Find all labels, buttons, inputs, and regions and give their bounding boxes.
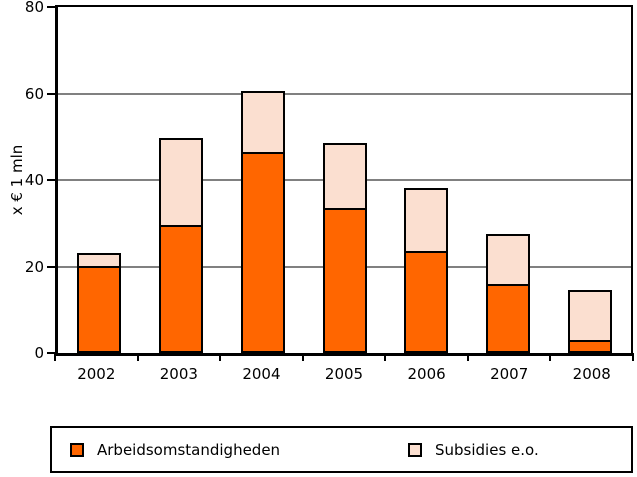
bar-segment-arbeidsomstandigheden-2007	[486, 284, 531, 353]
bar-segment-arbeidsomstandigheden-2003	[158, 225, 203, 353]
y-axis-tick-20	[47, 265, 55, 268]
x-tick-label-2008: 2008	[572, 365, 611, 383]
x-axis-tick-2	[219, 353, 221, 361]
y-tick-label-40: 40	[24, 171, 44, 189]
bar-segment-arbeidsomstandigheden-2002	[76, 266, 121, 353]
bar-stack-2002	[76, 253, 121, 353]
bar-stack-2006	[404, 188, 449, 353]
y-axis-tick-40	[47, 179, 55, 181]
bar-2006	[385, 7, 467, 353]
bar-stack-2008	[568, 290, 613, 353]
bar-stack-2004	[240, 91, 285, 353]
y-tick-label-80: 80	[24, 0, 44, 16]
y-axis-tick-0	[47, 352, 55, 354]
legend-entry-arbeidsomstandigheden: Arbeidsomstandigheden	[70, 441, 280, 459]
legend-entry-subsidies: Subsidies e.o.	[408, 441, 539, 459]
bar-2005	[304, 7, 386, 353]
legend-label: Arbeidsomstandigheden	[97, 440, 281, 459]
x-tick-label-2007: 2007	[490, 365, 529, 383]
bar-2008	[549, 7, 631, 353]
bar-segment-arbeidsomstandigheden-2006	[404, 251, 449, 353]
x-tick-label-2003: 2003	[159, 365, 198, 383]
plot-inner	[58, 7, 631, 353]
bar-segment-arbeidsomstandigheden-2004	[240, 152, 285, 353]
bar-segment-arbeidsomstandigheden-2005	[322, 208, 367, 353]
legend-swatch-arbeidsomstandigheden	[70, 442, 84, 457]
x-axis-tick-0	[54, 353, 56, 361]
bar-segment-subsidies-e-o--2007	[486, 234, 531, 284]
bar-stack-2007	[486, 234, 531, 353]
x-axis-labels: 2002 2003 2004 2005 2006 2007 2008	[55, 364, 633, 384]
bar-segment-subsidies-e-o--2003	[158, 138, 203, 225]
bar-segment-subsidies-e-o--2008	[568, 290, 613, 340]
x-tick-label-2004: 2004	[242, 365, 281, 383]
x-tick-label-2006: 2006	[407, 365, 446, 383]
x-axis-tick-1	[137, 353, 139, 361]
bar-segment-subsidies-e-o--2004	[240, 91, 285, 152]
bar-2002	[58, 7, 140, 353]
y-tick-label-20: 20	[24, 257, 44, 276]
bar-segment-arbeidsomstandigheden-2008	[568, 340, 613, 353]
bar-stack-2003	[158, 138, 203, 353]
bar-stack-2005	[322, 143, 367, 353]
x-axis-tick-3	[302, 353, 304, 361]
x-axis-tick-6	[549, 353, 551, 361]
x-axis-tick-5	[467, 353, 469, 361]
bar-2003	[140, 7, 222, 353]
y-axis-tick-60	[47, 92, 55, 95]
legend-swatch-subsidies	[408, 442, 422, 457]
x-tick-label-2005: 2005	[324, 365, 364, 383]
x-axis-tick-7	[632, 353, 634, 361]
gridline-60	[58, 92, 631, 95]
x-axis-tick-4	[384, 353, 386, 361]
x-tick-label-2002: 2002	[77, 365, 116, 383]
bar-segment-subsidies-e-o--2002	[76, 253, 121, 266]
bar-segment-subsidies-e-o--2006	[404, 188, 449, 251]
bar-2007	[467, 7, 549, 353]
bar-segment-subsidies-e-o--2005	[322, 143, 367, 208]
bar-2004	[222, 7, 304, 353]
legend-box: Arbeidsomstandigheden Subsidies e.o.	[50, 426, 633, 473]
legend-label: Subsidies e.o.	[435, 440, 539, 459]
y-tick-label-0: 0	[34, 344, 44, 362]
y-tick-label-60: 60	[24, 84, 44, 103]
bars	[58, 7, 631, 353]
y-axis-tick-80	[47, 6, 55, 8]
plot-area	[55, 5, 633, 356]
